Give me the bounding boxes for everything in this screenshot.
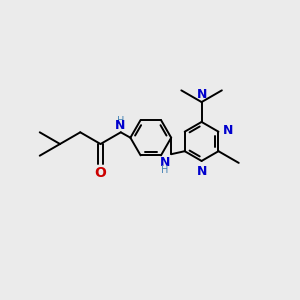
Text: H: H bbox=[116, 116, 124, 126]
Text: N: N bbox=[197, 164, 207, 178]
Text: O: O bbox=[94, 166, 106, 180]
Text: N: N bbox=[196, 88, 207, 100]
Text: H: H bbox=[161, 165, 168, 175]
Text: N: N bbox=[223, 124, 233, 137]
Text: N: N bbox=[115, 119, 125, 132]
Text: N: N bbox=[159, 156, 170, 169]
